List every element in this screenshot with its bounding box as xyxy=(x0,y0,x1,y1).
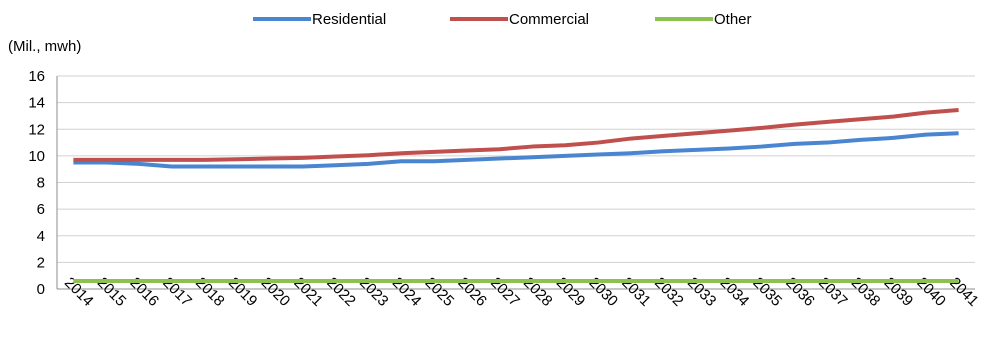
y-tick-label: 0 xyxy=(37,281,45,298)
y-tick-label: 6 xyxy=(37,201,45,218)
legend: Residential Commercial Other xyxy=(253,11,752,28)
legend-label-other: Other xyxy=(714,11,752,28)
series-line-commercial xyxy=(73,107,959,162)
y-tick-label: 10 xyxy=(28,148,45,165)
series-lines xyxy=(73,107,959,284)
y-tick-label: 8 xyxy=(37,175,45,192)
y-tick-label: 4 xyxy=(37,228,45,245)
y-tick-label: 14 xyxy=(28,95,45,112)
y-tick-label: 16 xyxy=(28,68,45,85)
legend-label-residential: Residential xyxy=(312,11,386,28)
axes xyxy=(56,76,975,290)
y-tick-labels: 0 2 4 6 8 10 12 14 16 xyxy=(28,68,45,298)
y-tick-label: 2 xyxy=(37,254,45,271)
gridlines xyxy=(57,75,975,263)
legend-label-commercial: Commercial xyxy=(509,11,589,28)
y-unit-label: (Mil., mwh) xyxy=(8,38,81,55)
series-line-residential xyxy=(73,131,959,169)
y-tick-label: 12 xyxy=(28,121,45,138)
